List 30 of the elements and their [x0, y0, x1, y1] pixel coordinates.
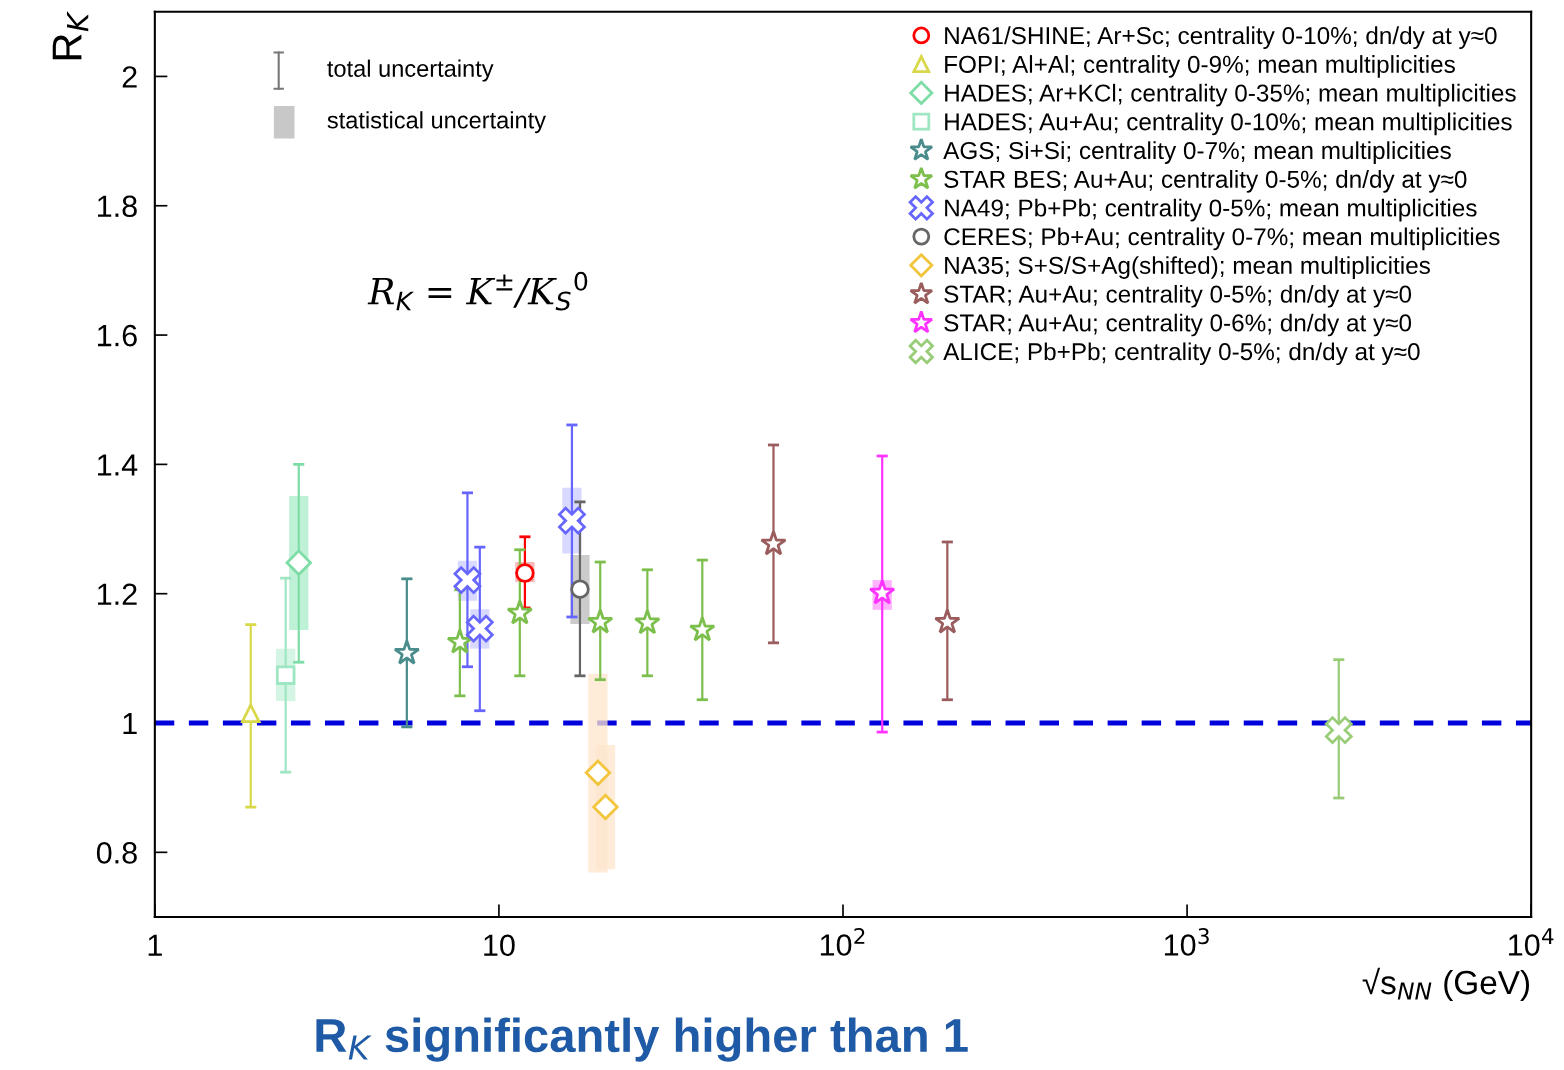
legend-label: STAR; Au+Au; centrality 0-5%; dn/dy at y≈0 — [944, 284, 1412, 308]
annotation: total uncertainty — [327, 59, 494, 82]
legend-label: NA61/SHINE; Ar+Sc; centrality 0-10%; dn/dy at y≈0 — [945, 26, 1497, 50]
y-tick-label: 0.8 — [96, 842, 137, 864]
annotation: R$_{K}$ = K$^{±}$/K$_{S}$$^{0}$ — [367, 271, 588, 311]
legend-label: CERES; Pb+Au; centrality 0-7%; mean multiplicities — [944, 227, 1500, 251]
x-axis-title: √s$_{NN}$ (GeV) — [1362, 967, 1530, 1001]
x-tick-label: 10$^{2}$ — [820, 927, 865, 956]
legend-label: AGS; Si+Si; centrality 0-7%; mean multiplicities — [943, 141, 1451, 164]
x-tick-label: 10 — [484, 934, 515, 957]
text: R$_{K}$ significantly higher than 1 — [316, 1017, 968, 1062]
legend-label: STAR; Au+Au; centrality 0-6%; dn/dy at y≈0 — [944, 313, 1412, 337]
y-tick-label: 1.4 — [98, 454, 138, 476]
y-tick-label: 1.6 — [98, 324, 137, 347]
annotation: statistical uncertainty — [327, 111, 546, 134]
legend-label: STAR BES; Au+Au; centrality 0-5%; dn/dy at y≈0 — [944, 170, 1467, 193]
legend-label: HADES; Ar+KCl; centrality 0-35%; mean multiplicities — [945, 83, 1516, 107]
y-tick-label: 1 — [123, 713, 137, 735]
y-tick-label: 1.2 — [98, 583, 137, 605]
y-axis-title: R$_{K}$ — [52, 11, 89, 60]
y-tick-label: 2 — [122, 66, 137, 88]
x-tick-label: 10$^{3}$ — [1164, 927, 1209, 956]
legend-label: ALICE; Pb+Pb; centrality 0-5%; dn/dy at y≈0 — [943, 342, 1420, 366]
x-tick-label: 10$^{4}$ — [1509, 928, 1554, 956]
x-tick-label: 1 — [148, 934, 162, 956]
legend-label: NA35; S+S/S+Ag(shifted); mean multiplicities — [945, 256, 1430, 279]
legend-label: FOPI; Al+Al; centrality 0-9%; mean multiplicities — [945, 55, 1455, 78]
legend-label: NA49; Pb+Pb; centrality 0-5%; mean multiplicities — [945, 198, 1477, 222]
y-tick-label: 1.8 — [98, 195, 137, 218]
legend-label: HADES; Au+Au; centrality 0-10%; mean multiplicities — [945, 112, 1512, 136]
